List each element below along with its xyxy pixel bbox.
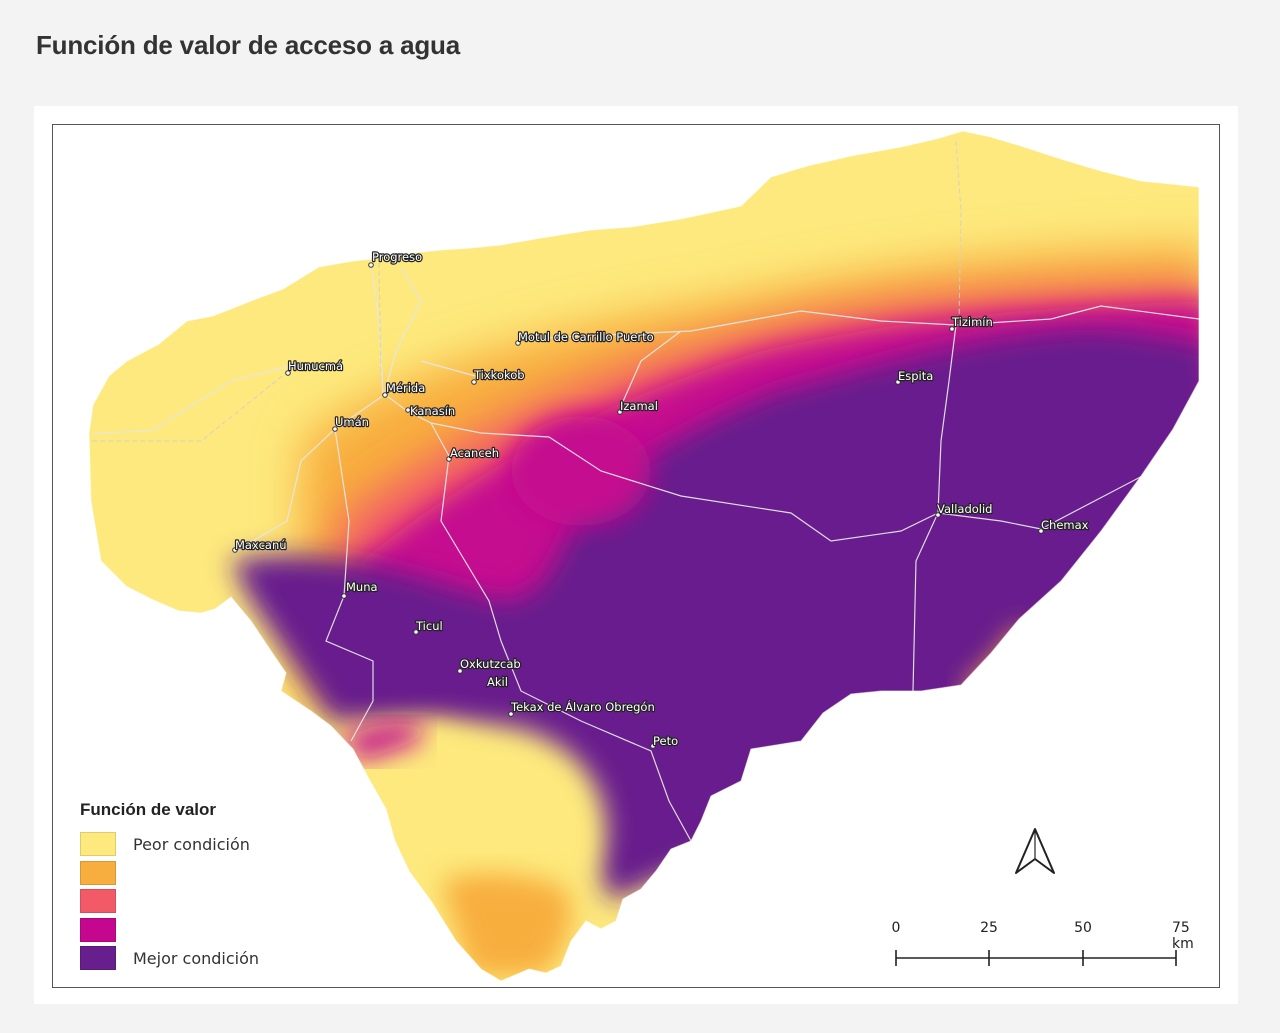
legend-swatch: [80, 917, 116, 942]
city-dot-muna: [341, 593, 347, 599]
legend-swatch: [80, 889, 116, 914]
legend-item: [80, 916, 259, 945]
legend-swatch: [80, 860, 116, 885]
city-dot-motul: [515, 340, 521, 346]
map-legend: Función de valor Peor condición Mejor co…: [80, 800, 259, 973]
city-label-akil: Akil: [487, 675, 508, 689]
map-frame: Progreso Motul de Carrillo Puerto Tizimí…: [52, 124, 1220, 988]
city-markers: [232, 262, 1044, 749]
scale-label: 0: [891, 920, 901, 936]
legend-swatch: [80, 832, 116, 857]
city-label-merida: Mérida: [386, 381, 425, 395]
map-canvas: Progreso Motul de Carrillo Puerto Tizimí…: [88, 130, 1200, 982]
scale-label: 25: [980, 920, 998, 936]
city-label-muna: Muna: [346, 580, 378, 594]
city-dot-espita: [895, 379, 901, 385]
road-network: [92, 262, 1199, 842]
city-dot-ticul: [413, 629, 419, 635]
city-label-oxkutzcab: Oxkutzcab: [460, 657, 521, 671]
city-dot-tizimin: [949, 326, 955, 332]
city-dot-maxcanu: [232, 547, 238, 553]
city-label-progreso: Progreso: [372, 250, 422, 264]
city-label-espita: Espita: [898, 369, 933, 383]
legend-title: Función de valor: [80, 800, 217, 819]
scale-bar: 0 25 50 75 km: [880, 918, 1220, 970]
city-label-acanceh: Acanceh: [450, 446, 499, 460]
north-arrow-icon: [1012, 826, 1058, 883]
city-label-maxcanu: Maxcanú: [235, 538, 287, 552]
legend-item: Mejor condición: [80, 944, 259, 973]
legend-item: [80, 887, 259, 916]
city-labels: Progreso Motul de Carrillo Puerto Tizimí…: [234, 249, 1090, 749]
legend-item: Peor condición: [80, 830, 259, 859]
city-dot-tekax: [508, 711, 514, 717]
legend-label: Peor condición: [133, 834, 250, 854]
city-dot-acanceh: [446, 456, 452, 462]
city-label-hunucma: Hunucmá: [288, 359, 343, 373]
city-label-tixkokob: Tixkokob: [473, 368, 525, 382]
city-dot-tixkokob: [471, 379, 477, 385]
scale-label: 50: [1074, 920, 1092, 936]
city-dot-chemax: [1038, 528, 1044, 534]
city-dot-hunucma: [285, 370, 291, 376]
page-title: Función de valor de acceso a agua: [36, 30, 460, 60]
city-dot-valladolid: [935, 512, 941, 518]
city-label-kanasin: Kanasín: [410, 404, 455, 418]
scale-bar-line: [895, 950, 1177, 966]
city-label-ticul: Ticul: [415, 619, 443, 633]
city-label-chemax: Chemax: [1041, 518, 1089, 532]
city-label-izamal: Izamal: [620, 399, 658, 413]
legend-label: Mejor condición: [133, 948, 260, 968]
city-label-tizimin: Tizimín: [951, 315, 993, 329]
city-label-valladolid: Valladolid: [937, 502, 992, 516]
legend-item: [80, 859, 259, 888]
city-dot-izamal: [617, 409, 623, 415]
scale-label: 75 km: [1172, 920, 1194, 952]
city-dot-merida: [382, 392, 388, 398]
city-label-tekax: Tekax de Álvaro Obregón: [510, 699, 655, 714]
city-dot-kanasin: [405, 407, 411, 413]
city-label-motul: Motul de Carrillo Puerto: [518, 330, 654, 344]
city-dot-progreso: [368, 262, 374, 268]
city-dot-uman: [332, 426, 338, 432]
city-dot-peto: [650, 743, 656, 749]
city-label-uman: Umán: [335, 415, 369, 429]
city-label-peto: Peto: [653, 734, 678, 748]
legend-swatch: [80, 946, 116, 971]
city-dot-oxkutzcab: [457, 668, 463, 674]
